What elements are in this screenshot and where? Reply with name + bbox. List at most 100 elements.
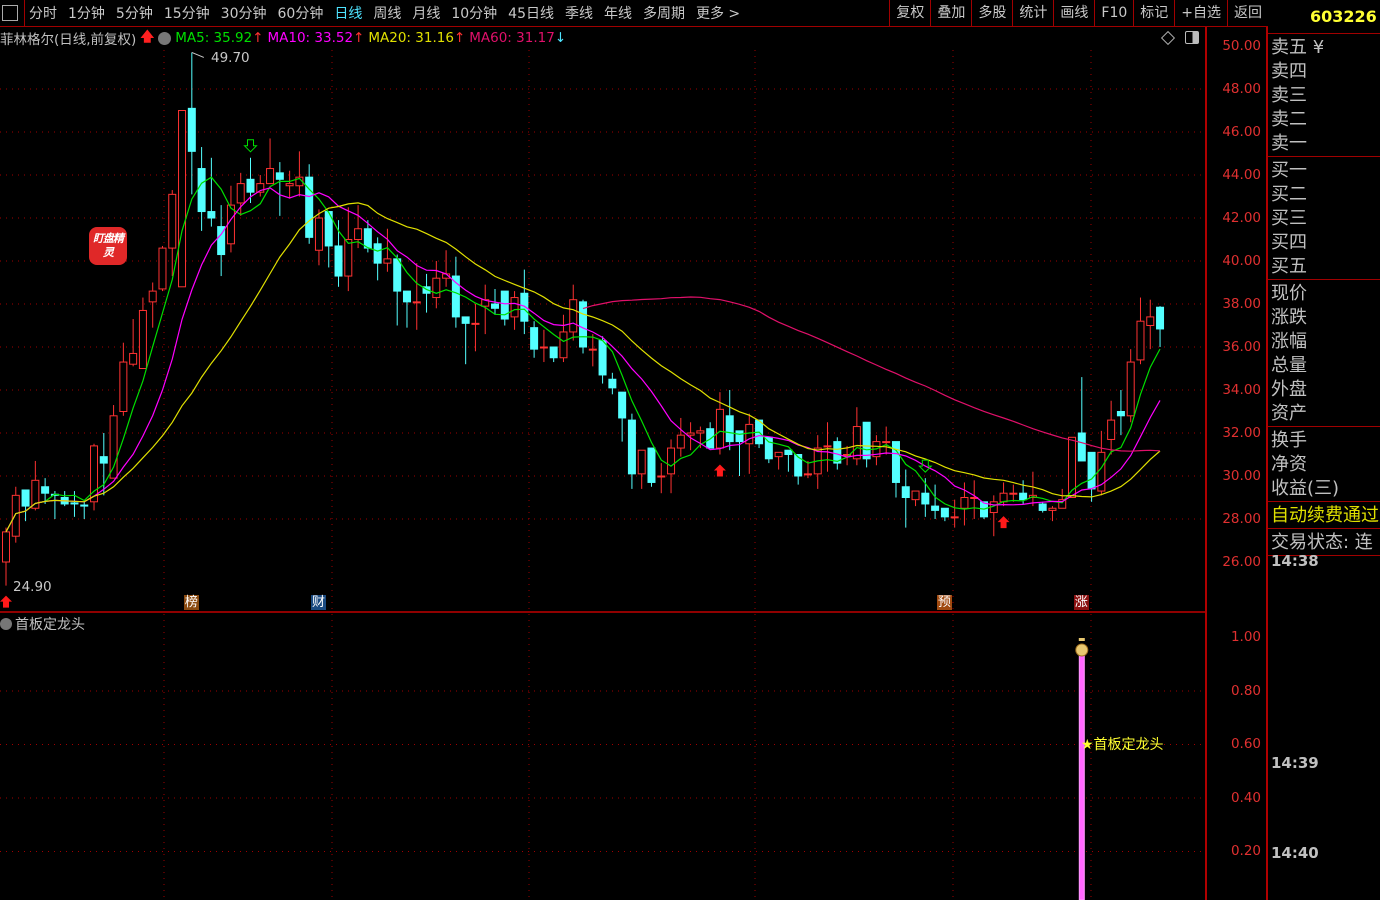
layout-toggle-icon[interactable] bbox=[1185, 31, 1199, 44]
candle bbox=[627, 413, 636, 489]
candle-body bbox=[901, 486, 910, 498]
buy-row-label: 买五 bbox=[1271, 256, 1307, 277]
toolbar-button[interactable]: 返回 bbox=[1227, 0, 1268, 27]
tab-period[interactable]: 5分钟 bbox=[115, 6, 153, 22]
toolbar-button[interactable]: 复权 bbox=[889, 0, 930, 27]
candle-body bbox=[314, 217, 323, 251]
tab-period[interactable]: 周线 bbox=[373, 6, 402, 22]
toolbar-button[interactable]: 统计 bbox=[1012, 0, 1053, 27]
panel-toggle-icon[interactable] bbox=[2, 5, 18, 21]
ma60-value: MA60: 31.17 bbox=[469, 30, 555, 46]
candle-body bbox=[226, 204, 235, 245]
toolbar-button[interactable]: 多股 bbox=[971, 0, 1012, 27]
candle-body bbox=[1019, 492, 1028, 501]
candle-body bbox=[207, 211, 216, 219]
candle bbox=[324, 211, 333, 268]
toolbar-button[interactable]: 标记 bbox=[1133, 0, 1174, 27]
tab-period[interactable]: 年线 bbox=[603, 6, 632, 22]
candle bbox=[530, 321, 539, 358]
candle bbox=[608, 372, 617, 395]
tab-period[interactable]: 15分钟 bbox=[163, 6, 210, 22]
candle bbox=[980, 501, 988, 519]
candle-body bbox=[676, 434, 685, 449]
candle-body bbox=[21, 489, 30, 507]
candle-body bbox=[266, 168, 275, 185]
candle bbox=[970, 480, 979, 519]
candle-body bbox=[11, 494, 20, 537]
indicator-tick: 0.40 bbox=[1230, 789, 1261, 806]
candle bbox=[90, 443, 99, 511]
buy-row-label: 买一 bbox=[1271, 160, 1307, 181]
candle bbox=[354, 205, 363, 249]
candle-body bbox=[432, 277, 441, 299]
candle bbox=[1019, 480, 1028, 504]
time-label: 14:39 bbox=[1271, 754, 1319, 772]
toolbar-button[interactable]: 叠加 bbox=[930, 0, 971, 27]
tab-period[interactable]: 多周期 bbox=[642, 6, 685, 22]
candle bbox=[618, 391, 627, 442]
candle bbox=[119, 342, 128, 416]
time-label: 14:40 bbox=[1271, 844, 1319, 862]
candle bbox=[129, 319, 138, 367]
event-marker[interactable]: 财 bbox=[310, 595, 326, 610]
trade-status: 交易状态: 连 bbox=[1268, 529, 1380, 556]
candle bbox=[1146, 299, 1155, 350]
candle-body bbox=[667, 447, 676, 475]
candle bbox=[178, 110, 187, 288]
dingpan-logo[interactable]: 盯盘精灵 bbox=[89, 227, 127, 265]
candle-body bbox=[99, 456, 108, 464]
quote-row-label: 资产 bbox=[1271, 403, 1307, 424]
candle bbox=[295, 151, 304, 197]
tab-period[interactable]: 日线 bbox=[334, 6, 363, 22]
candle bbox=[520, 269, 529, 335]
collapse-icon[interactable] bbox=[158, 31, 172, 45]
quote-row-label: 外盘 bbox=[1271, 379, 1307, 400]
candle bbox=[706, 422, 715, 449]
kline-chart[interactable] bbox=[0, 0, 1205, 900]
renewal-notice[interactable]: 自动续费通过 bbox=[1268, 502, 1380, 529]
toolbar-button[interactable]: 画线 bbox=[1053, 0, 1094, 27]
candle-body bbox=[921, 492, 930, 505]
quote-row-label: 现价 bbox=[1271, 283, 1307, 304]
renewal-text[interactable]: 自动续费通过 bbox=[1271, 505, 1379, 526]
candle-body bbox=[138, 309, 147, 370]
candle bbox=[911, 490, 920, 507]
candle bbox=[989, 495, 998, 537]
candle-body bbox=[999, 492, 1008, 503]
event-marker[interactable]: 榜 bbox=[183, 595, 199, 610]
toolbar-buttons: 复权 叠加 多股 统计 画线 F10 标记 +自选 返回 bbox=[889, 0, 1268, 27]
tab-period[interactable]: 30分钟 bbox=[220, 6, 267, 22]
candle bbox=[158, 245, 167, 292]
candle-body bbox=[520, 292, 529, 322]
candle bbox=[686, 422, 695, 451]
tab-period[interactable]: 季线 bbox=[564, 6, 593, 22]
tab-period[interactable]: 45日线 bbox=[508, 6, 554, 22]
toolbar-button[interactable]: F10 bbox=[1094, 0, 1133, 27]
candle-body bbox=[960, 497, 969, 509]
candle-body bbox=[1038, 503, 1047, 511]
fund-row-label: 换手 bbox=[1271, 430, 1307, 451]
event-marker[interactable]: 涨 bbox=[1073, 595, 1089, 610]
ma20-line bbox=[5, 202, 1161, 533]
quote-row-label: 涨幅 bbox=[1271, 331, 1307, 352]
tab-period[interactable]: 60分钟 bbox=[277, 6, 324, 22]
tab-period[interactable]: 10分钟 bbox=[451, 6, 498, 22]
candle-body bbox=[608, 378, 617, 389]
candle-body bbox=[500, 290, 509, 320]
event-marker[interactable]: 预 bbox=[936, 595, 952, 610]
candle bbox=[549, 346, 558, 363]
candle-body bbox=[549, 346, 558, 359]
fundamental-fields: 换手 净资 收益(三) bbox=[1268, 427, 1380, 502]
collapse-icon[interactable] bbox=[0, 618, 12, 630]
tab-period[interactable]: 月线 bbox=[412, 6, 441, 22]
indicator-label[interactable]: 首板定龙头 bbox=[0, 614, 85, 634]
toolbar-button[interactable]: +自选 bbox=[1174, 0, 1227, 27]
tab-period[interactable]: 更多 > bbox=[695, 6, 741, 22]
price-axis: 50.00 48.00 46.00 44.00 42.00 40.00 38.00 36.00… bbox=[1205, 27, 1268, 900]
candle bbox=[1068, 436, 1077, 498]
indicator-tick: 0.20 bbox=[1230, 843, 1261, 859]
tab-period[interactable]: 分时 bbox=[29, 6, 57, 22]
candle-body bbox=[784, 449, 793, 456]
period-toolbar: 分时 1分钟 5分钟 15分钟 30分钟 60分钟 日线 周线 月线 10分钟 45日线 季线 年线 多周… bbox=[0, 0, 1268, 27]
tab-period[interactable]: 1分钟 bbox=[68, 6, 105, 22]
